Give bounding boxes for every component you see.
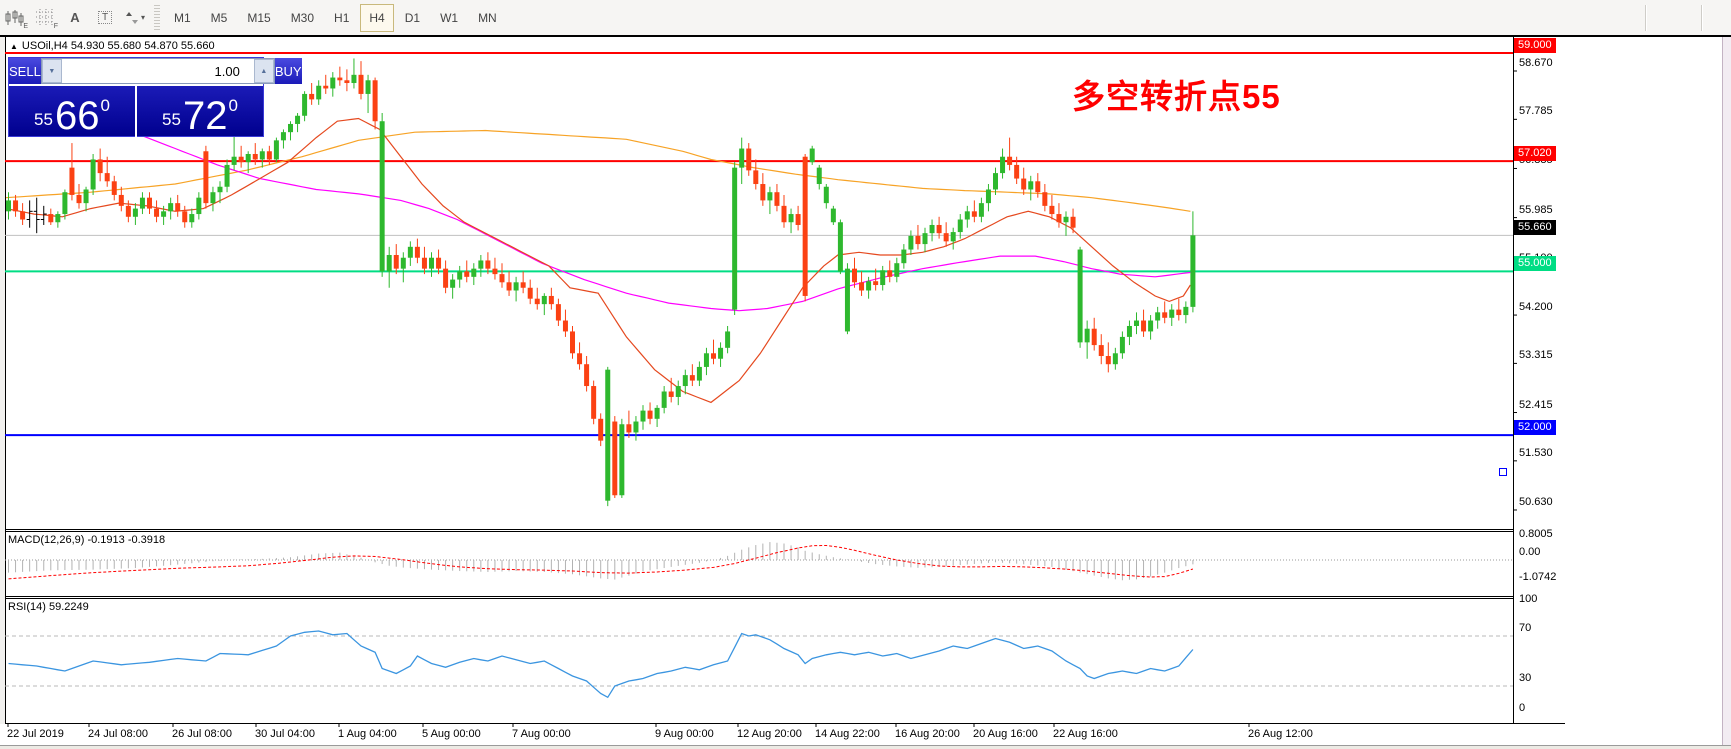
tab-timeframe-w1[interactable]: W1	[440, 10, 459, 25]
tab-timeframe-m1[interactable]: M1	[174, 10, 191, 25]
hline-52000-handle[interactable]	[1499, 468, 1507, 476]
symbol-marker-icon: ▲	[10, 42, 18, 51]
macd-axis-label: 0.00	[1519, 546, 1541, 558]
symbol-title: ▲ USOil,H4 54.930 55.680 54.870 55.660	[10, 40, 215, 52]
price-axis-label: 50.630	[1519, 495, 1553, 508]
sell-button[interactable]: SELL	[9, 58, 41, 84]
tab-timeframe-m30[interactable]: M30	[290, 10, 315, 25]
one-click-trade-panel: SELL ▼ ▲ BUY 55 66 0 55 72 0	[8, 57, 302, 138]
font-icon[interactable]: A	[70, 10, 80, 25]
sell-price[interactable]: 55 66 0	[9, 86, 137, 138]
volume-decrease-button[interactable]: ▼	[41, 59, 62, 83]
time-axis-label: 1 Aug 04:00	[338, 728, 397, 740]
chart-canvas	[0, 36, 1731, 727]
window-bottom-edge	[0, 745, 1731, 749]
price-axis-label: 55.985	[1519, 203, 1553, 216]
rsi-axis-label: 100	[1519, 593, 1538, 605]
buy-price[interactable]: 55 72 0	[162, 94, 238, 138]
time-axis-label: 9 Aug 00:00	[655, 728, 714, 740]
time-axis-label: 26 Jul 08:00	[172, 728, 232, 740]
rsi-axis-label: 0	[1519, 702, 1526, 714]
price-badge: 55.660	[1514, 220, 1556, 236]
price-axis-label: 52.415	[1519, 398, 1553, 411]
toolbar-separator	[1701, 4, 1703, 31]
time-axis-label: 5 Aug 00:00	[422, 728, 481, 740]
tab-timeframe-mn[interactable]: MN	[478, 10, 497, 25]
tab-timeframe-d1[interactable]: D1	[404, 10, 421, 25]
tab-timeframe-h1[interactable]: H1	[334, 10, 350, 25]
time-axis-label: 26 Aug 12:00	[1248, 728, 1313, 740]
toolbar: E F A T ▾ M1 M5 M15 M30 H1 H4 D1 W1 MN	[0, 0, 1731, 36]
time-axis-label: 30 Jul 04:00	[255, 728, 315, 740]
volume-input[interactable]	[61, 59, 254, 83]
tab-timeframe-m5[interactable]: M5	[210, 10, 228, 25]
price-axis-label: 58.670	[1519, 57, 1553, 69]
timeframe-buttons: M1 M5 M15 M30 H1 H4 D1 W1 MN	[164, 3, 507, 32]
price-badge: 59.000	[1514, 37, 1556, 53]
rsi-title: RSI(14) 59.2249	[8, 601, 89, 613]
price-axis-label: 54.200	[1519, 301, 1553, 314]
price-badge: 57.020	[1514, 146, 1556, 162]
time-axis-label: 16 Aug 20:00	[895, 728, 960, 740]
volume-stepper: ▼ ▲	[40, 58, 275, 84]
chart-window: ▲ USOil,H4 54.930 55.680 54.870 55.660 SE…	[0, 36, 1731, 749]
time-axis-label: 20 Aug 16:00	[973, 728, 1038, 740]
toolbar-grip[interactable]	[154, 4, 160, 31]
tab-timeframe-m15[interactable]: M15	[247, 10, 271, 25]
window-right-edge	[1722, 36, 1731, 749]
price-axis-label: 53.315	[1519, 349, 1553, 362]
text-label-icon[interactable]: T	[91, 4, 119, 32]
time-axis-label: 22 Jul 2019	[7, 728, 64, 740]
macd-axis-label: -1.0742	[1519, 571, 1557, 583]
window-left-edge	[0, 36, 5, 724]
price-axis-label: 57.785	[1519, 105, 1553, 118]
buy-button[interactable]: BUY	[274, 58, 302, 84]
toolbar-separator	[1645, 4, 1647, 31]
volume-increase-button[interactable]: ▲	[253, 59, 274, 83]
macd-title: MACD(12,26,9) -0.1913 -0.3918	[8, 534, 166, 546]
time-axis-label: 12 Aug 20:00	[737, 728, 802, 740]
tab-timeframe-h4[interactable]: H4	[360, 3, 394, 32]
price-badge: 52.000	[1514, 420, 1556, 436]
time-axis-label: 24 Jul 08:00	[88, 728, 148, 740]
rsi-axis-label: 30	[1519, 672, 1532, 684]
time-axis-label: 7 Aug 00:00	[512, 728, 571, 740]
macd-axis-label: 0.8005	[1519, 528, 1553, 540]
price-badge: 55.000	[1514, 256, 1556, 272]
indicators-editor-icon[interactable]: E	[1, 4, 29, 32]
price-axis-label: 51.530	[1519, 446, 1553, 459]
grid-icon[interactable]: F	[36, 8, 58, 30]
time-axis-label: 22 Aug 16:00	[1053, 728, 1118, 740]
sort-arrows-icon[interactable]: ▾	[121, 4, 149, 32]
rsi-axis-label: 70	[1519, 622, 1532, 634]
annotation-text: 多空转折点55	[1072, 78, 1281, 115]
time-axis-label: 14 Aug 22:00	[815, 728, 880, 740]
